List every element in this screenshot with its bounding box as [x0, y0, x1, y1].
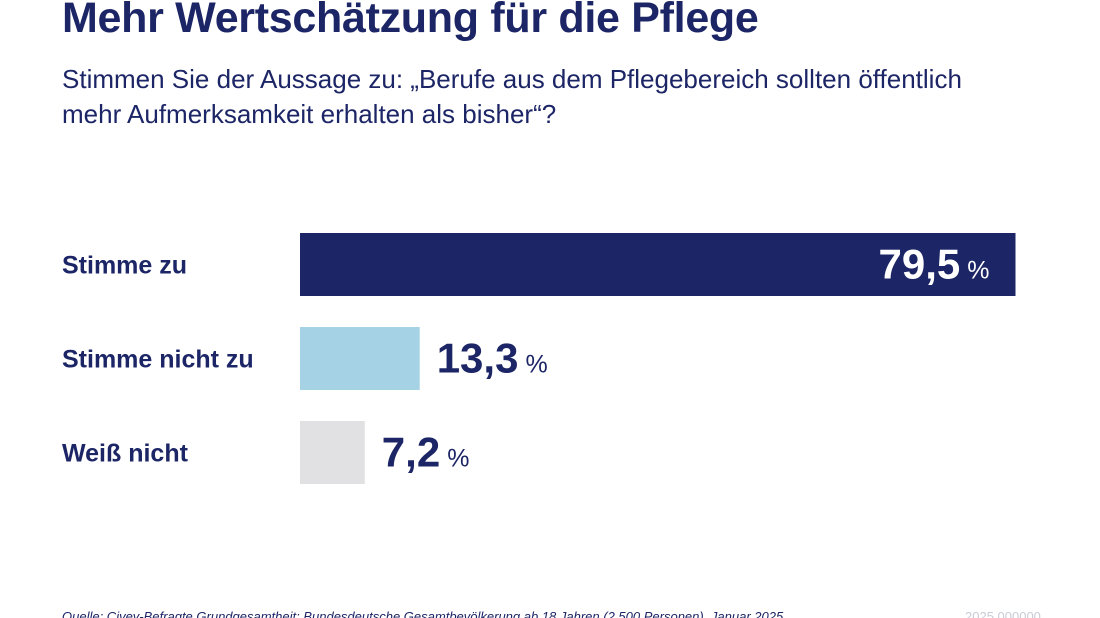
data-label: 13,3% [437, 335, 548, 382]
chart-subtitle: Stimmen Sie der Aussage zu: „Berufe aus … [62, 64, 962, 129]
data-label-value: 79,5 [879, 241, 961, 288]
source-note: Quelle: Civey-Befragte Grundgesamtheit: … [62, 609, 784, 618]
data-label-value: 13,3 [437, 335, 519, 382]
data-label-unit: % [967, 257, 989, 285]
data-label: 7,2% [382, 429, 470, 476]
category-label: Stimme zu [62, 252, 187, 280]
data-label-unit: % [447, 445, 469, 473]
data-label-unit: % [525, 351, 547, 379]
data-label-value: 7,2 [382, 429, 440, 476]
category-label: Weiß nicht [62, 440, 189, 468]
category-label: Stimme nicht zu [62, 346, 254, 374]
chart-title: Mehr Wertschätzung für die Pflege [62, 0, 759, 42]
bar [300, 233, 1016, 296]
footer-code: 2025 000000 [965, 609, 1041, 618]
data-label: 79,5% [879, 241, 990, 288]
bar [300, 421, 365, 484]
bar [300, 327, 420, 390]
